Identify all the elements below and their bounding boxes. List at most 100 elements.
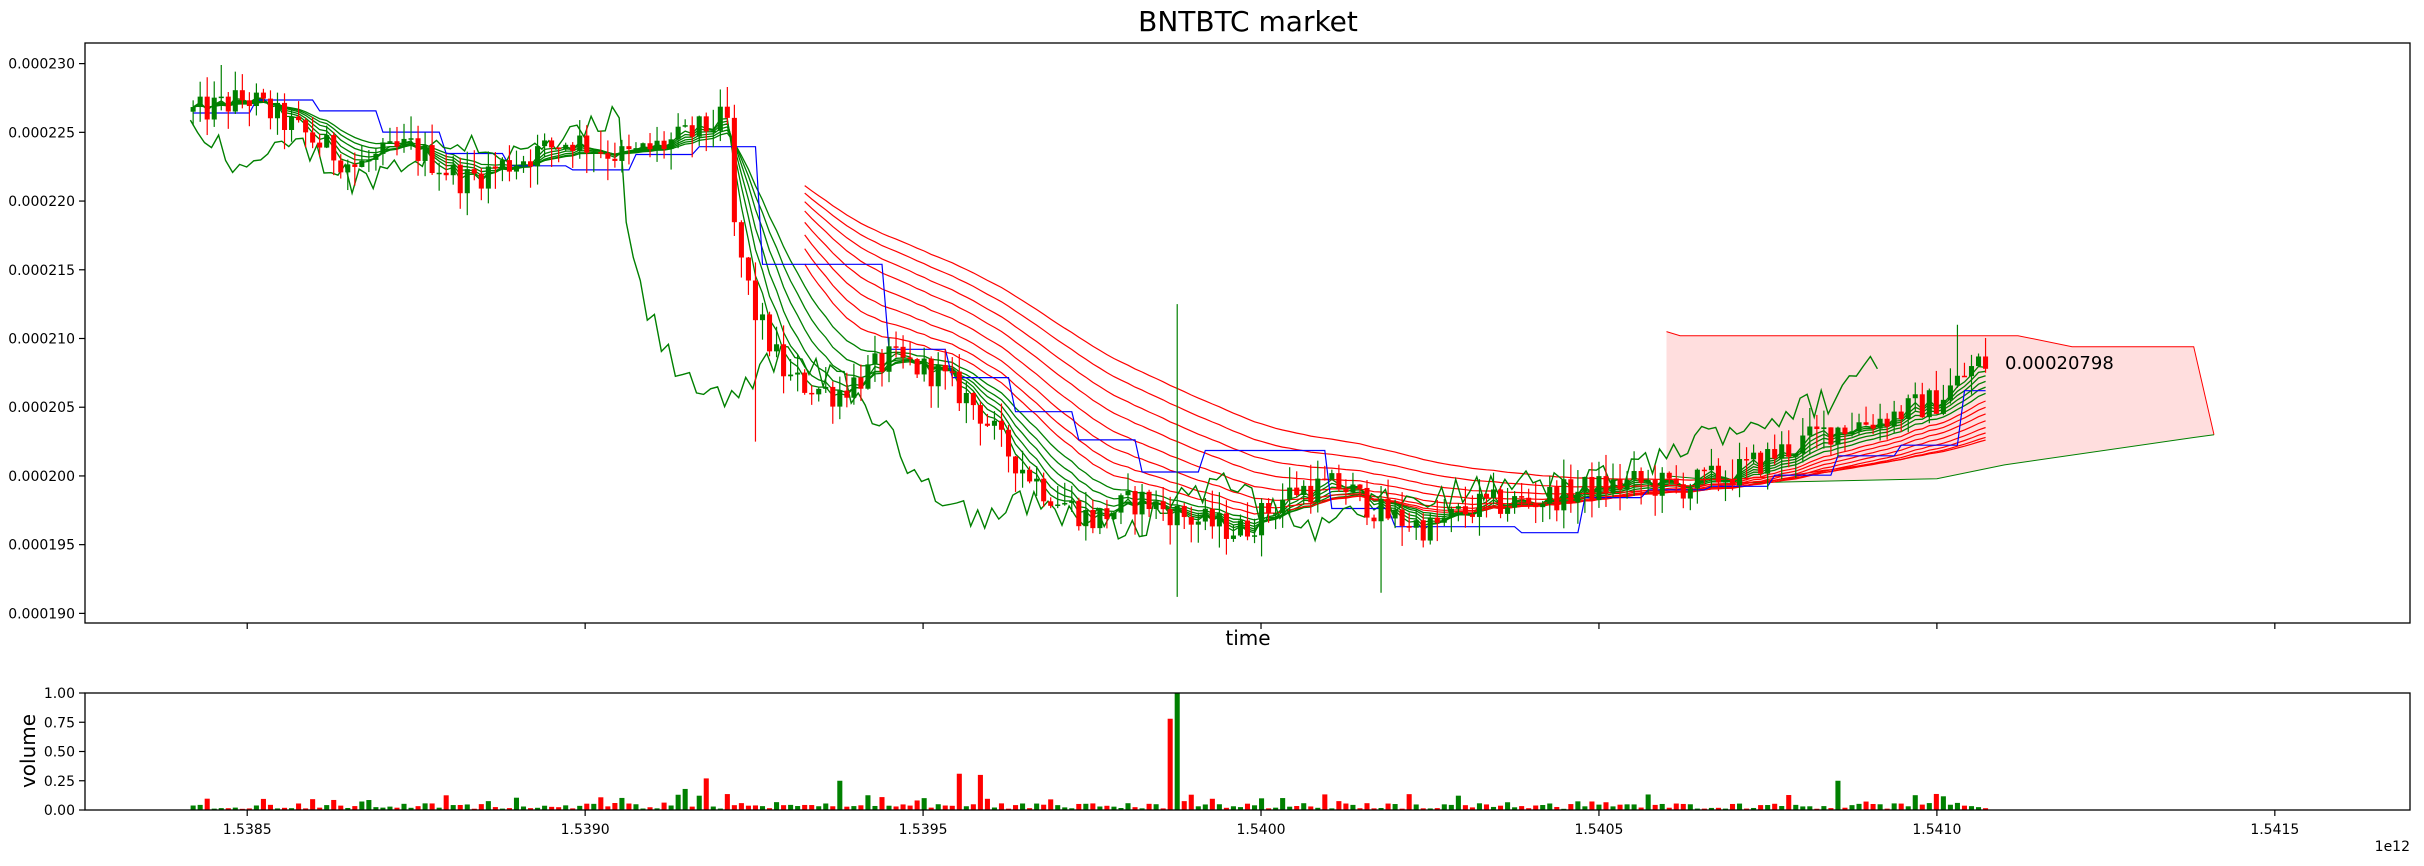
volume-bar <box>1420 808 1426 810</box>
candle-body <box>1877 418 1883 429</box>
candle-body <box>1849 431 1855 435</box>
candle-body <box>1519 496 1525 498</box>
candle-body <box>380 142 386 154</box>
volume-bar <box>1624 804 1630 810</box>
volume-bar <box>1076 803 1082 810</box>
volume-bar <box>682 788 688 810</box>
candle-body <box>1230 535 1236 539</box>
candle-body <box>1575 491 1581 503</box>
volume-bar <box>1209 798 1215 810</box>
candle-body <box>640 143 646 149</box>
price-y-tick-label: 0.000220 <box>8 194 75 210</box>
candle-body <box>1076 500 1082 527</box>
candle-body <box>1273 513 1279 515</box>
candle-body <box>837 390 843 407</box>
candle-body <box>991 420 997 426</box>
volume-bar <box>1786 795 1792 810</box>
volume-bar <box>520 806 527 810</box>
candle-body <box>1779 444 1785 459</box>
volume-bar <box>436 807 442 810</box>
volume-bar <box>1694 808 1700 810</box>
candle-body <box>218 96 224 99</box>
volume-bar <box>1680 803 1686 810</box>
volume-bar <box>1069 808 1075 810</box>
candle-body <box>1828 427 1834 445</box>
volume-bar <box>1104 805 1110 810</box>
volume-bar <box>1020 803 1026 810</box>
volume-bar <box>1729 803 1736 810</box>
volume-bar <box>844 806 850 810</box>
candle-body <box>246 100 252 107</box>
candle-body <box>1933 390 1939 414</box>
volume-bar <box>802 804 808 810</box>
volume-bar <box>563 805 569 810</box>
volume-bar <box>907 805 913 810</box>
candle-body <box>549 140 555 148</box>
volume-bar <box>970 804 976 810</box>
candle-body <box>703 116 709 132</box>
volume-bar <box>1315 807 1321 810</box>
volume-bar <box>1216 804 1222 810</box>
candle-body <box>1708 465 1714 471</box>
candle-body <box>1209 508 1215 527</box>
candle-body <box>1364 487 1370 518</box>
candle-body <box>1863 422 1869 425</box>
volume-bar <box>1125 803 1131 810</box>
candle-body <box>1814 426 1820 430</box>
volume-bar <box>830 806 836 810</box>
volume-bar <box>352 806 358 810</box>
volume-bar <box>1659 803 1665 810</box>
candle-body <box>1512 496 1518 508</box>
volume-bar <box>781 805 787 810</box>
candle-body <box>450 164 456 176</box>
candle-body <box>612 158 618 161</box>
candle-body <box>1146 491 1152 510</box>
candle-body <box>289 116 295 130</box>
volume-bar <box>1308 806 1314 810</box>
candle-body <box>1350 484 1356 493</box>
candle-body <box>752 280 758 321</box>
candle-body <box>1751 452 1757 460</box>
candle-body <box>310 132 316 143</box>
candle-body <box>1940 399 1946 414</box>
candle-body <box>647 143 653 150</box>
volume-bar <box>1062 807 1068 810</box>
volume-bar <box>464 804 470 810</box>
volume-x-tick-label: 1.5395 <box>899 822 948 838</box>
last-price-label: 0.00020798 <box>2005 353 2114 374</box>
volume-bar <box>1462 805 1468 810</box>
volume-bar <box>303 808 309 810</box>
candle-body <box>492 166 498 169</box>
price-y-tick-label: 0.000205 <box>8 400 75 416</box>
volume-bar <box>1027 808 1033 810</box>
candle-body <box>1013 456 1019 474</box>
candle-body <box>345 164 351 173</box>
volume-bar <box>703 778 709 810</box>
volume-bar <box>1807 806 1813 810</box>
candle-body <box>1715 465 1721 483</box>
candle-body <box>1188 517 1194 525</box>
candle-body <box>633 148 639 150</box>
volume-panel: 0.000.250.500.751.00 1.5385 1.5390 1.5395 1… <box>16 686 2411 855</box>
volume-bar <box>577 805 583 810</box>
volume-bar <box>1856 803 1862 810</box>
volume-bar <box>1877 804 1883 810</box>
volume-bar <box>865 795 871 810</box>
candle-body <box>1680 484 1686 499</box>
candle-body <box>1090 509 1096 529</box>
volume-bar <box>373 807 379 810</box>
candle-body <box>928 358 934 387</box>
candle-body <box>478 173 484 189</box>
volume-bar <box>1765 805 1771 810</box>
candle-body <box>1758 452 1764 474</box>
candle-body <box>1786 444 1792 457</box>
candle-body <box>204 96 210 120</box>
candle-body <box>197 96 203 108</box>
volume-x-tick-label: 1.5385 <box>223 822 272 838</box>
volume-bar <box>942 805 948 810</box>
volume-bar <box>1490 806 1497 810</box>
volume-bar <box>1005 808 1012 810</box>
candle-body <box>1884 418 1890 427</box>
volume-bar <box>1715 807 1721 810</box>
